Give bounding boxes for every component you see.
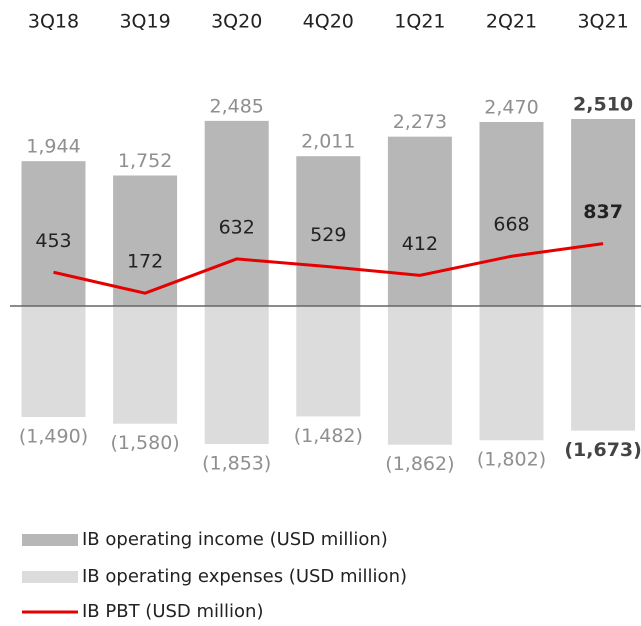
- income-label: 2,470: [484, 96, 538, 118]
- bar: [21, 161, 86, 306]
- x-tick-label: 4Q20: [303, 11, 354, 33]
- legend-swatch: [22, 534, 78, 546]
- pbt-line: [53, 242, 604, 295]
- x-tick-label: 3Q20: [211, 11, 262, 33]
- x-tick-label: 1Q21: [394, 11, 445, 33]
- expense-label: (1,802): [477, 449, 546, 471]
- bar: [479, 306, 544, 441]
- expense-label: (1,862): [385, 453, 454, 475]
- income-label: 1,752: [118, 150, 172, 172]
- income-label: 2,510: [573, 94, 633, 116]
- bar: [571, 306, 636, 431]
- x-tick-label: 2Q21: [486, 11, 537, 33]
- pbt-label: 837: [583, 201, 623, 223]
- pbt-label: 668: [493, 214, 529, 236]
- expense-label: (1,482): [294, 425, 363, 447]
- bar: [204, 120, 269, 307]
- legend-swatch: [22, 571, 78, 583]
- legend-label: IB operating income (USD million): [82, 529, 388, 550]
- pbt-label: 632: [219, 216, 255, 238]
- bar: [479, 121, 544, 306]
- income-label: 2,011: [301, 131, 355, 153]
- legend-label: IB operating expenses (USD million): [82, 566, 407, 587]
- bar: [204, 306, 269, 445]
- income-label: 1,944: [26, 136, 80, 158]
- bar: [296, 156, 361, 306]
- expense-label: (1,673): [564, 439, 641, 461]
- expense-label: (1,580): [110, 432, 179, 454]
- bar: [21, 306, 86, 418]
- x-tick-label: 3Q21: [577, 11, 628, 33]
- legend-label: IB PBT (USD million): [82, 601, 264, 622]
- pbt-label: 412: [402, 233, 438, 255]
- bar: [571, 119, 636, 306]
- expense-label: (1,853): [202, 453, 271, 475]
- x-tick-label: 3Q18: [28, 11, 79, 33]
- x-tick-label: 3Q19: [119, 11, 170, 33]
- bar: [387, 136, 452, 306]
- bar: [113, 306, 178, 424]
- bar: [113, 175, 178, 306]
- bar: [296, 306, 361, 417]
- pbt-label: 453: [35, 230, 71, 252]
- income-label: 2,485: [209, 95, 263, 117]
- pbt-label: 529: [310, 224, 346, 246]
- income-label: 2,273: [393, 111, 447, 133]
- expense-label: (1,490): [19, 426, 88, 448]
- bar: [387, 306, 452, 445]
- pbt-label: 172: [127, 251, 163, 273]
